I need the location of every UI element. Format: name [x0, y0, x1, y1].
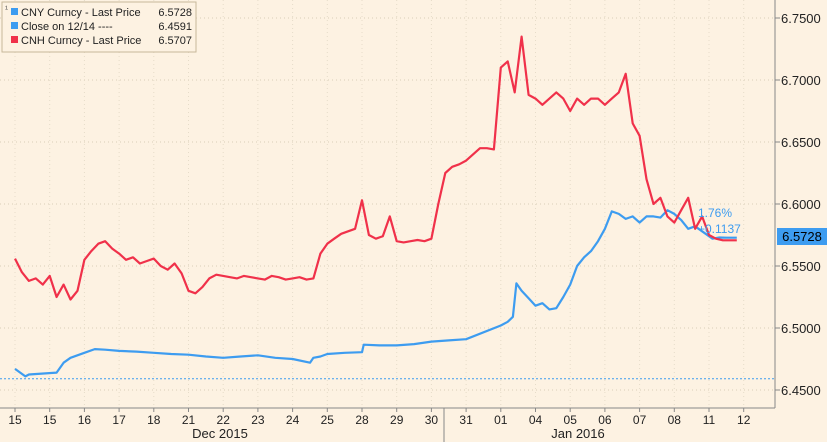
y-tick-label: 6.6500	[781, 135, 821, 150]
abs-change-label: +0.1137	[698, 222, 741, 236]
x-tick-label: 16	[78, 413, 92, 427]
legend: ¹ CNY Curncy - Last Price 6.5728 Close o…	[1, 1, 197, 53]
x-tick-label: 12	[737, 413, 751, 427]
series-line-cnh	[14, 35, 737, 301]
gridlines	[0, 0, 775, 408]
x-tick-label: 25	[321, 413, 335, 427]
legend-label-close: Close on 12/14 ----	[21, 21, 113, 33]
y-tick-label: 6.4500	[781, 383, 821, 398]
x-tick-label: 18	[147, 413, 161, 427]
legend-value-cny: 6.5728	[158, 7, 192, 19]
last-price-tag	[777, 228, 827, 245]
last-price-tag-text: 6.5728	[782, 229, 822, 244]
x-tick-label: 05	[564, 413, 578, 427]
pct-change-label: 1.76%	[698, 206, 732, 220]
month-label-dec: Dec 2015	[192, 426, 248, 441]
x-tick-label: 22	[217, 413, 231, 427]
x-tick-label: 24	[286, 413, 300, 427]
x-tick-label: 31	[459, 413, 473, 427]
legend-value-close: 6.4591	[158, 21, 192, 33]
x-tick-label: 11	[703, 413, 716, 427]
x-tick-label: 01	[494, 413, 508, 427]
x-tick-label: 07	[633, 413, 647, 427]
x-tick-label: 23	[251, 413, 265, 427]
x-tick-label: 17	[112, 413, 126, 427]
y-tick-label: 6.7500	[781, 11, 821, 26]
y-tick-label: 6.5500	[781, 259, 821, 274]
y-tick-label: 6.6000	[781, 197, 821, 212]
x-tick-label: 30	[425, 413, 439, 427]
month-label-jan: Jan 2016	[551, 426, 605, 441]
legend-swatch-cnh	[11, 36, 18, 43]
x-tick-label: 08	[668, 413, 682, 427]
x-tick-label: 15	[43, 413, 57, 427]
series-line-cny	[14, 209, 737, 378]
y-tick-label: 6.7000	[781, 73, 821, 88]
x-tick-label: 04	[529, 413, 543, 427]
legend-value-cnh: 6.5707	[158, 35, 192, 47]
legend-marker-glyph: ¹	[5, 4, 8, 14]
x-tick-label: 15	[8, 413, 22, 427]
legend-swatch-close	[11, 22, 18, 29]
legend-box	[1, 1, 197, 53]
y-tick-label: 6.5000	[781, 321, 821, 336]
legend-label-cnh: CNH Curncy - Last Price	[21, 35, 141, 47]
x-tick-label: 28	[355, 413, 369, 427]
legend-label-cny: CNY Curncy - Last Price	[21, 7, 141, 19]
x-ticks: 15 15 16 17 18 21 22 23 24 25 28 29 30 31 01 04 05 06 07 08…	[8, 408, 751, 427]
x-tick-label: 29	[390, 413, 404, 427]
y-ticks: 6.4500 6.5000 6.5500 6.6000 6.6500 6.7000 6.75…	[775, 11, 821, 398]
x-tick-label: 21	[182, 413, 196, 427]
x-tick-label: 06	[598, 413, 612, 427]
legend-swatch-cny	[11, 8, 18, 15]
